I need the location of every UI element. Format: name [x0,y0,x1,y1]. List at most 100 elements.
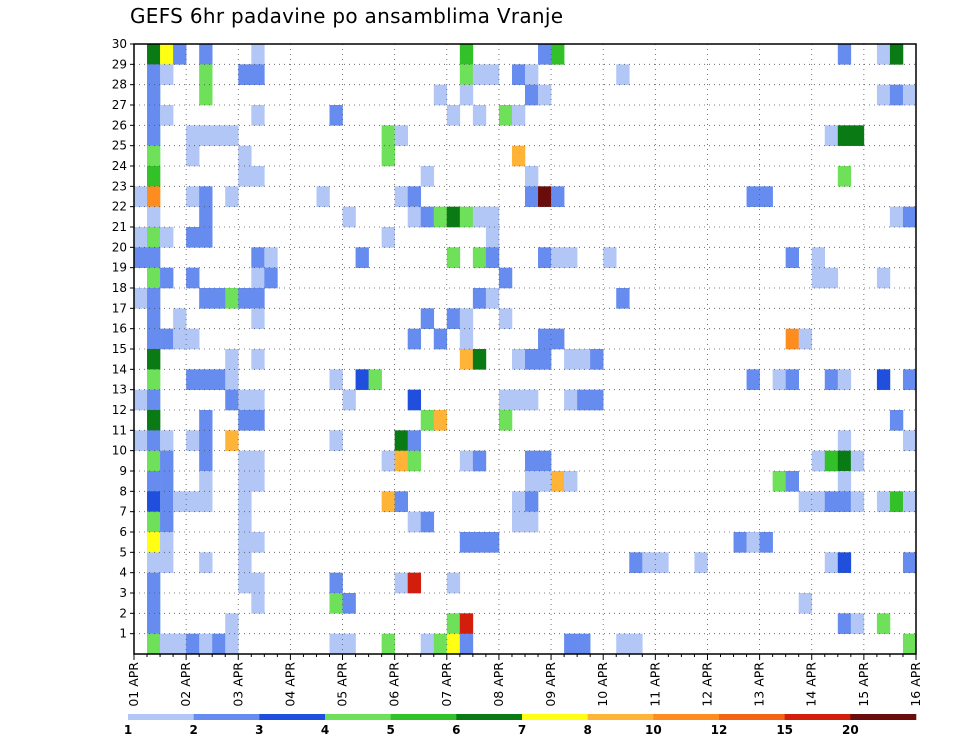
x-tick-label: 14 APR [804,662,819,707]
colorbar-swatch [193,714,260,720]
heatmap-cell [251,308,265,329]
heatmap-cell [824,125,839,146]
heatmap-cell [251,532,265,553]
heatmap-cell [824,267,839,289]
heatmap-cell [160,64,174,85]
heatmap-cell [394,491,408,512]
colorbar-label: 10 [645,723,662,737]
heatmap-cell [472,105,487,126]
heatmap-cell [173,633,187,655]
y-tick-label: 10 [112,444,127,458]
heatmap-cell [564,349,578,370]
x-tick-label: 02 APR [178,662,193,707]
heatmap-cell [811,450,826,472]
heatmap-cell [837,44,852,65]
heatmap-cell [147,206,161,228]
heatmap-cell [902,84,917,106]
heatmap-cell [472,206,487,228]
heatmap-cell [160,511,174,533]
colorbar-label: 3 [255,723,263,737]
heatmap-cell [511,511,526,533]
colorbar-swatch [587,714,654,720]
heatmap-cell [342,593,356,614]
x-tick-label: 09 APR [543,662,558,707]
heatmap-cell [199,64,213,85]
heatmap-cell [577,389,591,411]
y-tick-label: 18 [112,281,127,295]
heatmap-cell [251,166,265,187]
heatmap-cell [629,633,643,655]
colorbar-swatch [128,714,194,720]
heatmap-cell [446,633,461,655]
heatmap-cell [876,267,891,289]
heatmap-cell [225,288,239,309]
heatmap-cell [225,389,239,411]
heatmap-cell [251,389,265,411]
heatmap-cell [225,633,239,655]
chart-title: GEFS 6hr padavine po ansamblima Vranje [130,4,564,28]
heatmap-cell [355,369,369,390]
heatmap-cell [212,369,226,390]
y-tick-label: 5 [119,545,127,559]
y-tick-label: 1 [119,627,127,641]
heatmap-cell [147,430,161,451]
heatmap-cell [485,288,500,309]
heatmap-cell [551,328,565,350]
heatmap-cell [889,410,904,431]
heatmap-cell [603,247,617,268]
heatmap-cell [251,64,265,85]
heatmap-cell [525,471,539,492]
heatmap-cell [173,328,187,350]
colorbar-swatch [325,714,391,720]
heatmap-cell [772,471,786,492]
heatmap-cell [238,471,252,492]
heatmap-cell [446,613,461,634]
heatmap-cell [551,247,565,268]
heatmap-cell [433,410,448,431]
heatmap-cell [147,572,161,594]
heatmap-cell [199,125,213,146]
heatmap-cell [147,450,161,472]
y-tick-label: 28 [112,78,127,92]
y-tick-label: 7 [119,505,127,519]
heatmap-cell [902,633,917,655]
heatmap-cell [199,471,213,492]
heatmap-cell [459,84,474,106]
heatmap-cell [186,227,200,248]
heatmap-cell [238,166,252,187]
heatmap-cell [498,308,513,329]
heatmap-cell [199,84,213,106]
heatmap-cell [798,328,813,350]
heatmap-cell [225,613,239,634]
heatmap-cell [186,328,200,350]
heatmap-cell [759,532,773,553]
heatmap-cell [616,64,630,85]
heatmap-cell [381,125,395,146]
heatmap-cell [199,410,213,431]
heatmap-cell [199,227,213,248]
heatmap-cell [785,328,799,350]
heatmap-cell [251,349,265,370]
heatmap-cell [394,572,408,594]
heatmap-cell [551,44,565,65]
heatmap-cell [616,288,630,309]
heatmap-cell [381,450,395,472]
heatmap-cell [837,491,852,512]
heatmap-cell [238,288,252,309]
heatmap-cell [329,593,343,614]
y-tick-label: 26 [112,118,127,132]
colorbar-label: 20 [842,723,859,737]
heatmap-cell [498,267,513,289]
heatmap-cell [538,84,552,106]
heatmap-cell [511,64,526,85]
y-tick-label: 12 [112,403,127,417]
heatmap-cell [564,633,578,655]
heatmap-cell [147,227,161,248]
heatmap-cell [420,633,435,655]
colorbar-swatch [259,714,326,720]
heatmap-cell [394,186,408,207]
heatmap-cell [147,613,161,634]
x-tick-label: 08 APR [491,662,506,707]
colorbar-swatch [390,714,457,720]
heatmap-cell [342,633,356,655]
